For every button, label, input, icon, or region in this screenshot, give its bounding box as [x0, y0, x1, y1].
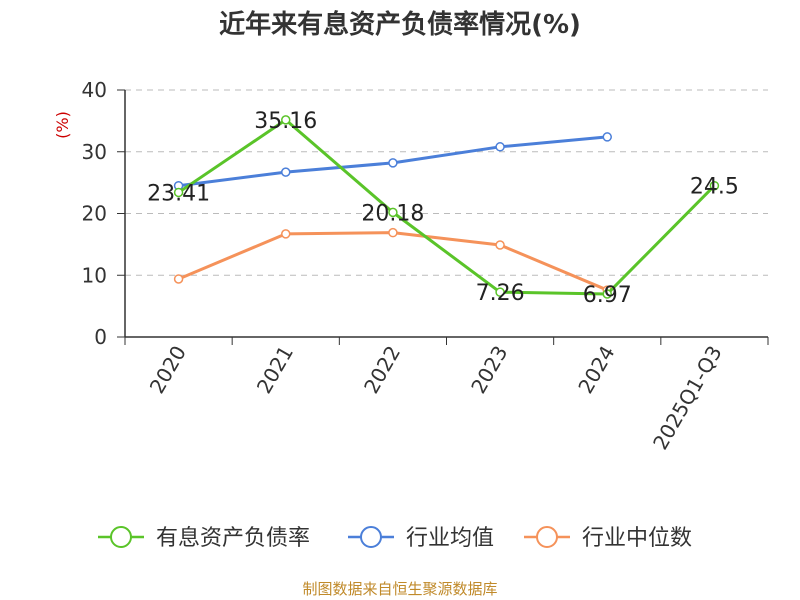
- legend-marker: [110, 526, 132, 548]
- y-tick-label: 0: [94, 325, 107, 349]
- data-point: [495, 142, 505, 152]
- data-point: [388, 227, 398, 238]
- legend-label: 行业中位数: [582, 526, 692, 551]
- axes: 0 10 20 30 40 (%) 2020 2021 2022 2023 2024 2025Q1-Q…: [53, 78, 769, 454]
- data-label: 24.5: [690, 175, 739, 200]
- grid-lines: [125, 89, 768, 276]
- legend-marker: [360, 526, 382, 548]
- y-tick-label: 40: [82, 78, 107, 102]
- data-point: [173, 187, 184, 198]
- data-label: 23.41: [147, 181, 210, 206]
- data-label: 20.18: [361, 201, 424, 226]
- data-point: [281, 115, 291, 125]
- chart-title: 近年来有息资产负债率情况(%): [219, 10, 581, 40]
- data-label: 6.97: [583, 283, 632, 308]
- data-labels: 23.41 35.16 20.18 7.26 6.97 24.5: [147, 109, 739, 308]
- data-point: [709, 180, 720, 191]
- x-tick-label: 2023: [466, 342, 512, 398]
- y-tick-label: 30: [82, 140, 107, 164]
- series-line: [177, 118, 716, 296]
- data-point: [281, 167, 291, 177]
- y-axis-label: (%): [53, 111, 72, 139]
- data-point: [173, 274, 184, 284]
- y-tick-label: 20: [82, 202, 107, 226]
- legend: 有息资产负债率 行业均值 行业中位数: [98, 526, 692, 551]
- data-point: [281, 229, 291, 239]
- x-tick-label: 2024: [573, 342, 619, 398]
- data-label: 7.26: [476, 281, 525, 306]
- data-point: [602, 289, 612, 299]
- x-tick-label: 2025Q1-Q3: [648, 342, 727, 454]
- data-point: [388, 158, 398, 168]
- data-point: [388, 207, 398, 218]
- y-tick-label: 10: [82, 263, 107, 287]
- data-point: [602, 132, 612, 142]
- series-lines: [173, 115, 720, 299]
- data-point: [495, 240, 505, 250]
- legend-label: 有息资产负债率: [156, 526, 310, 551]
- x-tick-label: 2021: [252, 342, 298, 398]
- x-tick-label: 2020: [145, 342, 191, 398]
- source-note: 制图数据来自恒生聚源数据库: [302, 580, 498, 598]
- x-tick-label: 2022: [359, 342, 405, 398]
- data-label: 35.16: [254, 109, 317, 134]
- series-line: [178, 231, 608, 292]
- data-point: [495, 287, 505, 297]
- legend-marker: [536, 526, 558, 548]
- legend-label: 行业均值: [406, 526, 494, 551]
